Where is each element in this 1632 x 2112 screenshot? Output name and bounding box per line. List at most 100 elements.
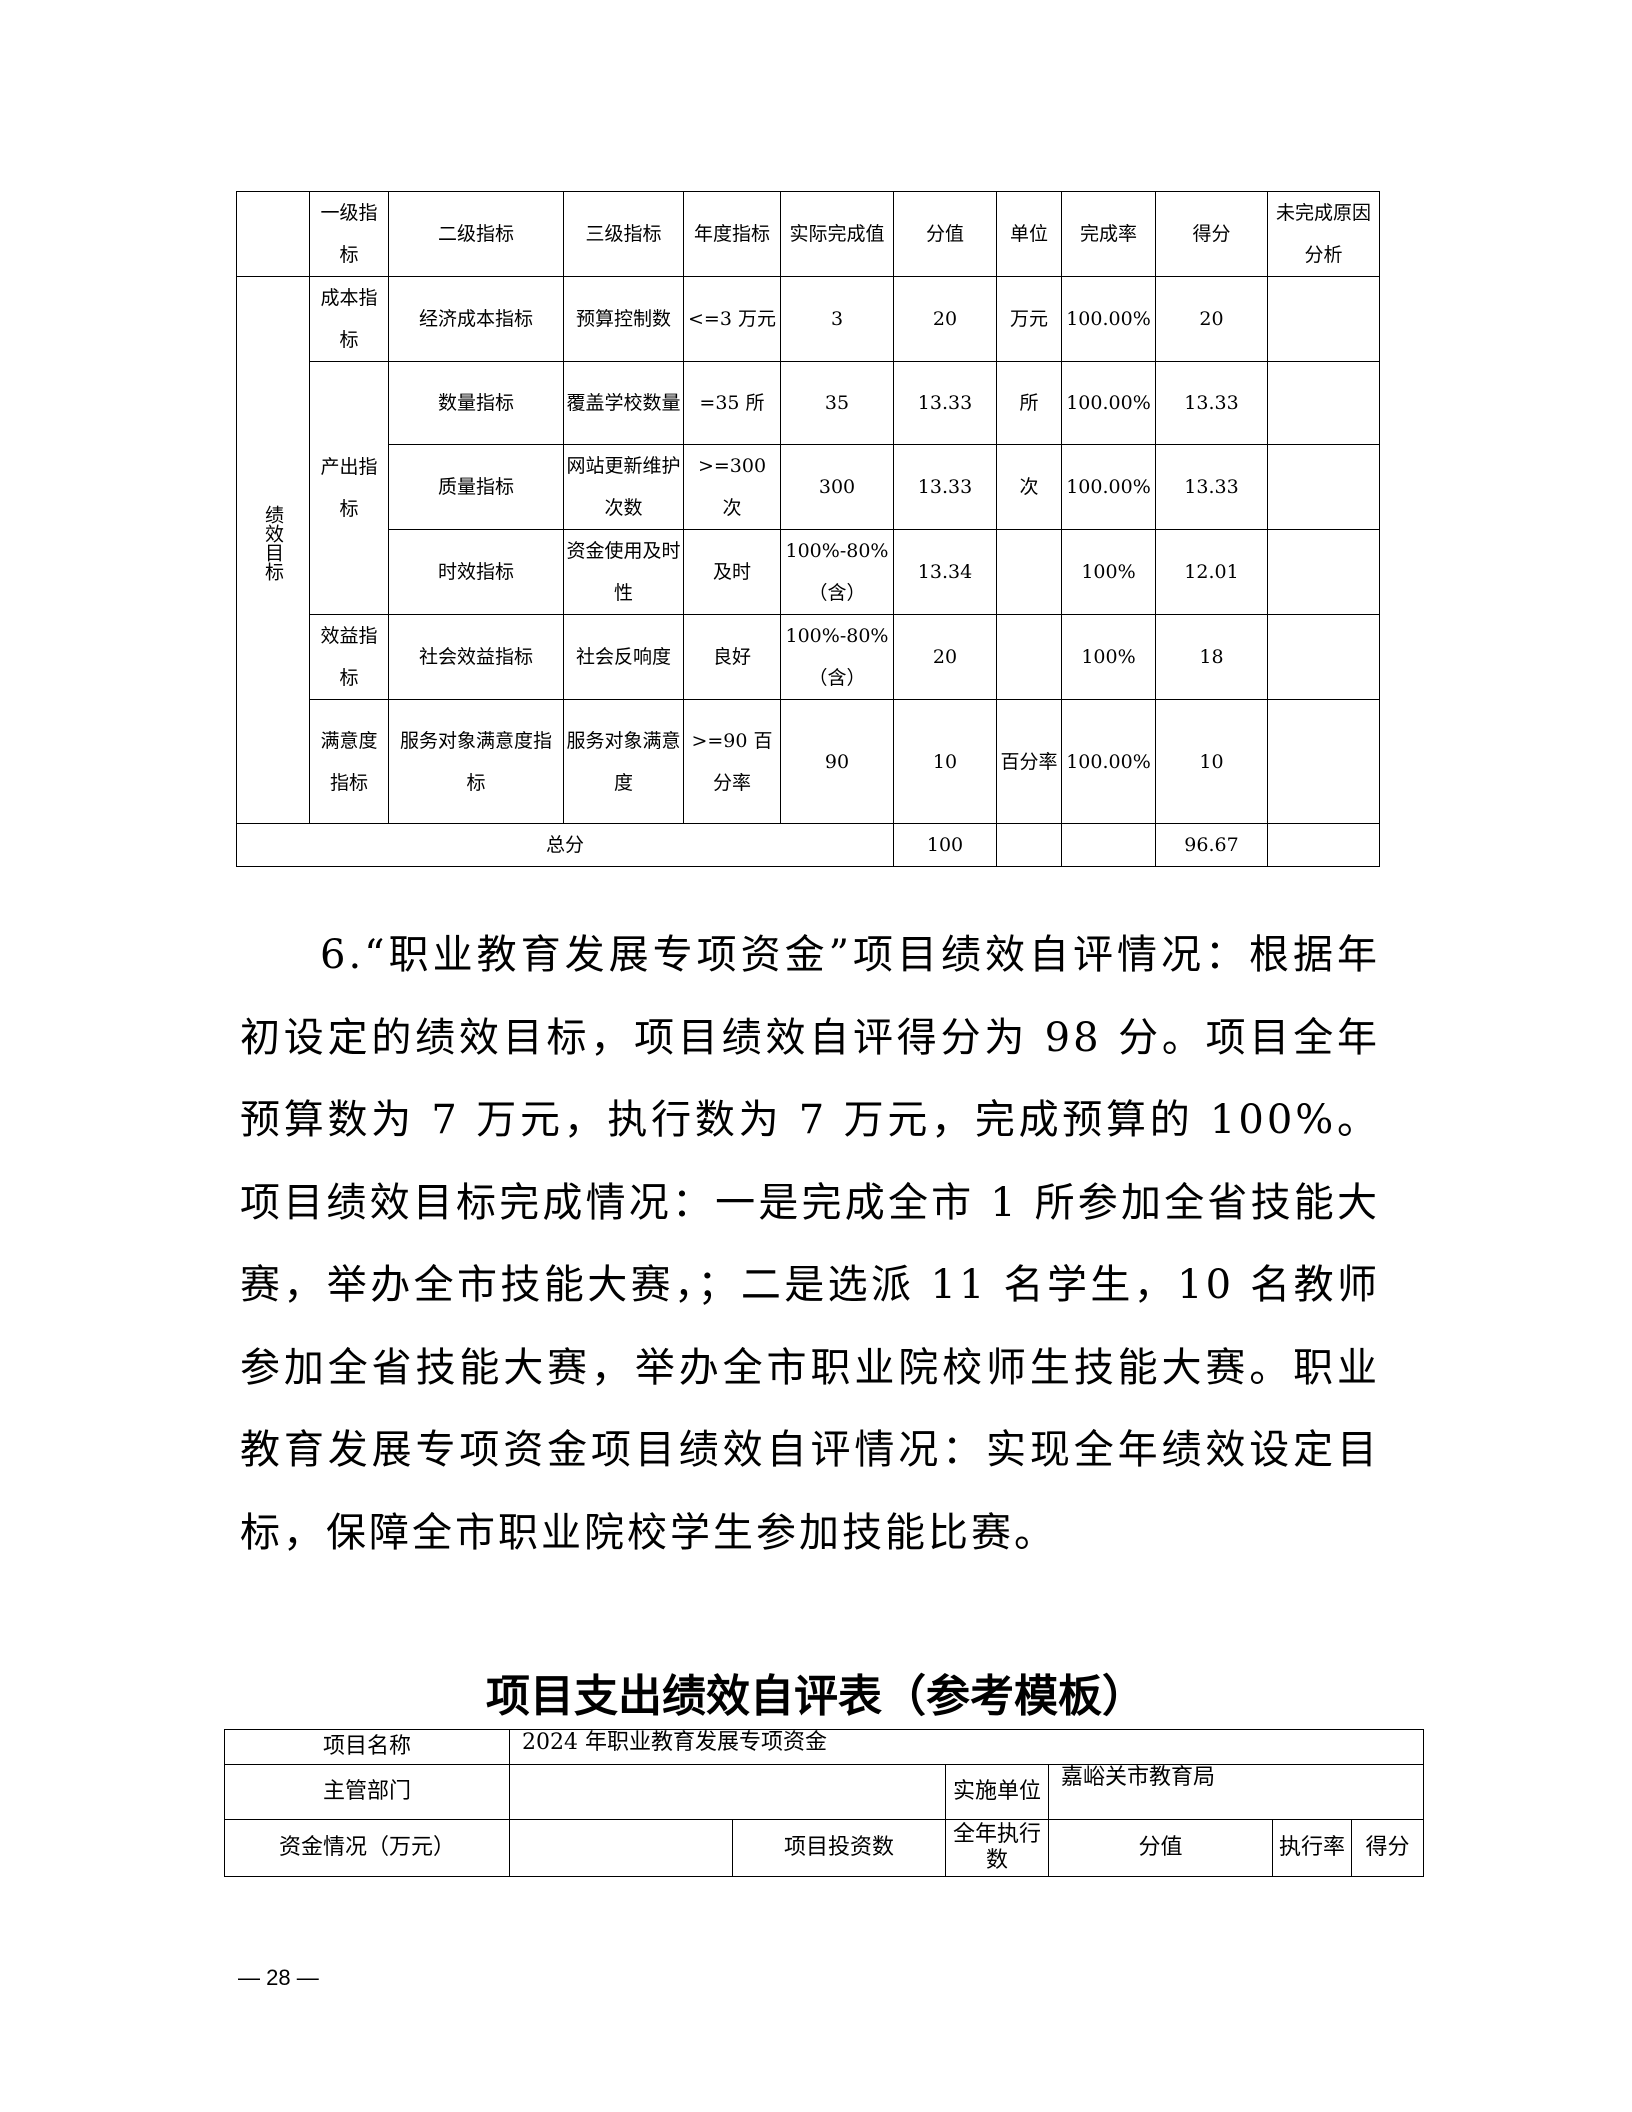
score-value-cell: 20 xyxy=(893,276,997,362)
header-cell: 三级指标 xyxy=(563,191,684,277)
target-cell: =35 所 xyxy=(683,361,781,445)
l2-cell: 社会效益指标 xyxy=(388,614,564,700)
header-cell: 单位 xyxy=(996,191,1062,277)
actual-cell: 100%-80%（含） xyxy=(780,614,894,700)
page-number: — 28 — xyxy=(238,1965,319,1990)
table-row: 项目名称 2024 年职业教育发展专项资金 xyxy=(224,1729,1425,1765)
score-value-cell: 13.33 xyxy=(893,361,997,445)
l3-cell: 网站更新维护次数 xyxy=(563,444,684,530)
table-row: 主管部门 实施单位 嘉峪关市教育局 xyxy=(224,1764,1425,1820)
impl-unit-label: 实施单位 xyxy=(945,1764,1049,1820)
score-cell: 12.01 xyxy=(1155,529,1268,615)
unit-cell: 次 xyxy=(996,444,1062,530)
l1-cell: 效益指标 xyxy=(309,614,389,700)
header-cell: 得分 xyxy=(1155,191,1268,277)
table-row: 资金情况（万元） 项目投资数 全年执行数 分值 执行率 得分 xyxy=(224,1819,1425,1877)
impl-unit-value: 嘉峪关市教育局 xyxy=(1047,1764,1425,1820)
unit-cell: 百分率 xyxy=(996,699,1062,824)
rate-cell: 100.00% xyxy=(1061,444,1156,530)
target-cell: 良好 xyxy=(683,614,781,700)
l2-cell: 服务对象满意度指标 xyxy=(388,699,564,824)
target-cell: 及时 xyxy=(683,529,781,615)
unit-cell xyxy=(996,614,1062,700)
actual-cell: 3 xyxy=(780,276,894,362)
rate-cell: 100.00% xyxy=(1061,699,1156,824)
empty-cell xyxy=(509,1819,733,1877)
total-row: 总分 100 96.67 xyxy=(236,823,1380,867)
header-cell: 未完成原因分析 xyxy=(1267,191,1380,277)
dept-label: 主管部门 xyxy=(224,1764,510,1820)
reason-cell xyxy=(1267,699,1380,824)
header-row: 一级指标 二级指标 三级指标 年度指标 实际完成值 分值 单位 完成率 得分 未… xyxy=(236,191,1380,277)
table-row: 绩效目标 成本指标 经济成本指标 预算控制数 <=3 万元 3 20 万元 10… xyxy=(236,276,1380,824)
funds-label: 资金情况（万元） xyxy=(224,1819,510,1877)
header-cell: 年度指标 xyxy=(683,191,781,277)
header-cell: 分值 xyxy=(893,191,997,277)
empty-cell xyxy=(996,823,1062,867)
investment-label: 项目投资数 xyxy=(732,1819,946,1877)
l2-cell: 质量指标 xyxy=(388,444,564,530)
l3-cell: 覆盖学校数量 xyxy=(563,361,684,445)
score-cell: 13.33 xyxy=(1155,361,1268,445)
annual-exec-label: 全年执行数 xyxy=(945,1819,1049,1877)
group-label-cell: 绩效目标 xyxy=(236,276,310,824)
actual-cell: 90 xyxy=(780,699,894,824)
dept-value xyxy=(509,1764,946,1820)
target-cell: >=300 次 xyxy=(683,444,781,530)
header-cell: 实际完成值 xyxy=(780,191,894,277)
target-cell: <=3 万元 xyxy=(683,276,781,362)
l1-cell: 成本指标 xyxy=(309,276,389,362)
l1-cell: 满意度指标 xyxy=(309,699,389,824)
l2-cell: 经济成本指标 xyxy=(388,276,564,362)
table-row: 质量指标 网站更新维护次数 >=300 次 300 13.33 次 100.00… xyxy=(237,444,1380,530)
header-cell: 二级指标 xyxy=(388,191,564,277)
rate-cell: 100% xyxy=(1061,529,1156,615)
score-cell: 18 xyxy=(1155,614,1268,700)
l1-cell: 产出指标 xyxy=(309,361,389,615)
reason-cell xyxy=(1267,361,1380,445)
table-row: 满意度指标 服务对象满意度指标 服务对象满意度 >=90 百分率 90 10 百… xyxy=(237,699,1380,824)
reason-cell xyxy=(1267,614,1380,700)
score-value-cell: 13.34 xyxy=(893,529,997,615)
actual-cell: 300 xyxy=(780,444,894,530)
group-label: 绩效目标 xyxy=(262,504,284,581)
score-value-cell: 10 xyxy=(893,699,997,824)
header-cell: 一级指标 xyxy=(309,191,389,277)
l2-cell: 时效指标 xyxy=(388,529,564,615)
l2-cell: 数量指标 xyxy=(388,361,564,445)
empty-cell xyxy=(1267,823,1380,867)
empty-cell xyxy=(1061,823,1156,867)
header-cell: 完成率 xyxy=(1061,191,1156,277)
table-title: 项目支出绩效自评表（参考模板） xyxy=(486,1671,1146,1722)
rate-cell: 100.00% xyxy=(1061,361,1156,445)
l3-cell: 预算控制数 xyxy=(563,276,684,362)
l3-cell: 服务对象满意度 xyxy=(563,699,684,824)
unit-cell: 所 xyxy=(996,361,1062,445)
table-row: 效益指标 社会效益指标 社会反响度 良好 100%-80%（含） 20 100%… xyxy=(237,614,1380,700)
self-evaluation-table: 项目名称 2024 年职业教育发展专项资金 主管部门 实施单位 嘉峪关市教育局 … xyxy=(224,1729,1425,1877)
table-row: 时效指标 资金使用及时性 及时 100%-80%（含） 13.34 100% 1… xyxy=(237,529,1380,615)
score-cell: 10 xyxy=(1155,699,1268,824)
reason-cell xyxy=(1267,529,1380,615)
unit-cell: 万元 xyxy=(996,276,1062,362)
actual-cell: 100%-80%（含） xyxy=(780,529,894,615)
rate-cell: 100.00% xyxy=(1061,276,1156,362)
l3-cell: 社会反响度 xyxy=(563,614,684,700)
body-paragraph: 6.“职业教育发展专项资金”项目绩效自评情况：根据年初设定的绩效目标，项目绩效自… xyxy=(240,932,1380,1556)
exec-rate-label: 执行率 xyxy=(1272,1819,1352,1877)
score-value-cell: 13.33 xyxy=(893,444,997,530)
score-value-label: 分值 xyxy=(1048,1819,1273,1877)
score-cell: 20 xyxy=(1155,276,1268,362)
header-cell xyxy=(236,191,310,277)
performance-table: 一级指标 二级指标 三级指标 年度指标 实际完成值 分值 单位 完成率 得分 未… xyxy=(236,191,1380,867)
total-label: 总分 xyxy=(236,823,894,867)
reason-cell xyxy=(1267,276,1380,362)
project-name-value: 2024 年职业教育发展专项资金 xyxy=(508,1729,1425,1765)
actual-cell: 35 xyxy=(780,361,894,445)
score-cell: 13.33 xyxy=(1155,444,1268,530)
target-cell: >=90 百分率 xyxy=(683,699,781,824)
score-value-cell: 20 xyxy=(893,614,997,700)
total-score: 96.67 xyxy=(1155,823,1268,867)
project-name-label: 项目名称 xyxy=(224,1729,510,1765)
rate-cell: 100% xyxy=(1061,614,1156,700)
